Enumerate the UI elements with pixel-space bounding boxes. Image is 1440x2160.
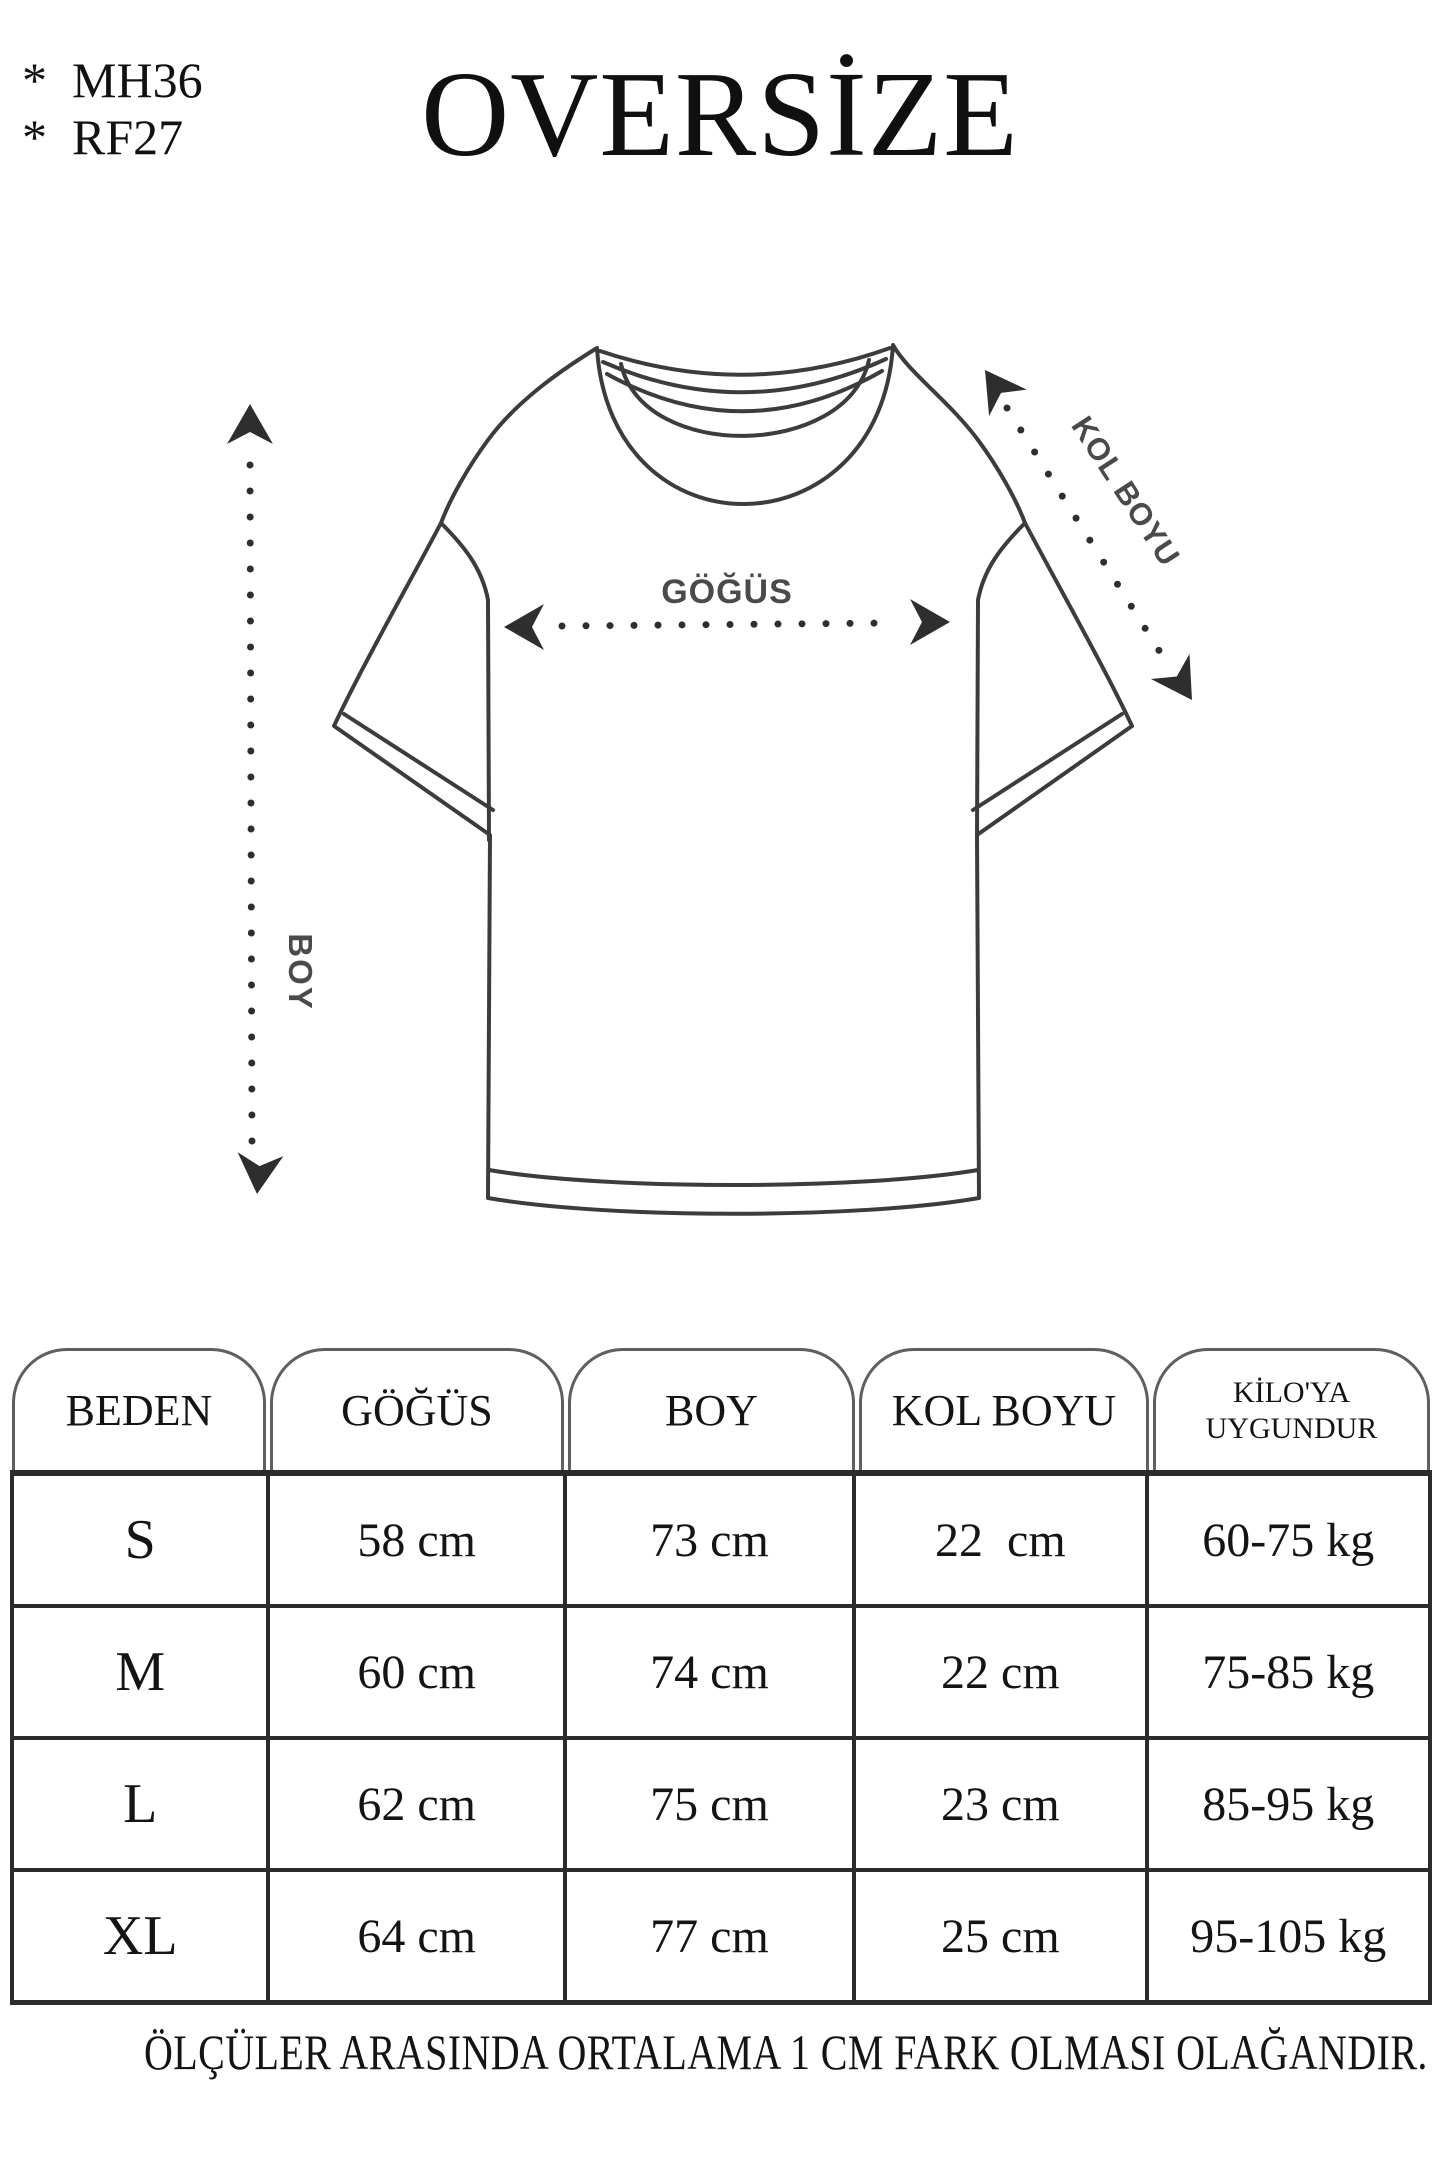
- cell-xl-sleeve: 25 cm: [856, 1872, 1149, 2000]
- tshirt-measurement-diagram: BOY GÖĞÜS KOL BOYU: [227, 343, 1212, 1216]
- column-header-gogus: GÖĞÜS: [269, 1348, 564, 1470]
- cell-size-m: M: [14, 1608, 271, 1740]
- column-header-boy-label: BOY: [665, 1386, 758, 1435]
- tshirt-outline-drawing: [332, 343, 1134, 1216]
- cell-s-weight: 60-75 kg: [1148, 1476, 1428, 1608]
- cell-size-l: L: [14, 1740, 271, 1872]
- cell-xl-chest: 64 cm: [270, 1872, 567, 2000]
- column-header-boy: BOY: [567, 1348, 855, 1470]
- column-header-gogus-label: GÖĞÜS: [341, 1386, 493, 1435]
- sleeve-arrow: [966, 356, 1212, 713]
- chest-arrow: [504, 599, 950, 650]
- column-header-kol-boyu-label: KOL BOYU: [891, 1386, 1117, 1435]
- product-code-2: * RF27: [22, 109, 184, 165]
- cell-m-weight: 75-85 kg: [1148, 1608, 1428, 1740]
- column-header-beden: BEDEN: [12, 1348, 266, 1470]
- size-table-header: BEDEN GÖĞÜS BOY KOL BOYU KİLO'YA UYGUNDU…: [10, 1348, 1432, 1470]
- cell-xl-length: 77 cm: [567, 1872, 857, 2000]
- cell-m-sleeve: 22 cm: [856, 1608, 1149, 1740]
- cell-m-chest: 60 cm: [270, 1608, 567, 1740]
- cell-s-sleeve: 22 cm: [856, 1476, 1149, 1608]
- measurement-tolerance-note: ÖLÇÜLER ARASINDA ORTALAMA 1 CM FARK OLMA…: [144, 2024, 1428, 2080]
- column-header-kiloya-uygundur-label: KİLO'YA UYGUNDUR: [1205, 1375, 1378, 1445]
- product-code-1: * MH36: [22, 52, 203, 108]
- cell-size-s: S: [14, 1476, 271, 1608]
- cell-s-chest: 58 cm: [270, 1476, 567, 1608]
- product-codes: * MH36 * RF27: [22, 52, 203, 166]
- length-arrow: [227, 404, 284, 1197]
- chest-label: GÖĞÜS: [661, 573, 793, 611]
- cell-l-sleeve: 23 cm: [856, 1740, 1149, 1872]
- cell-size-xl: XL: [14, 1872, 271, 2000]
- cell-m-length: 74 cm: [566, 1608, 857, 1740]
- column-header-kiloya-uygundur: KİLO'YA UYGUNDUR: [1152, 1348, 1430, 1470]
- cell-s-length: 73 cm: [566, 1476, 857, 1608]
- size-table: BEDEN GÖĞÜS BOY KOL BOYU KİLO'YA UYGUNDU…: [10, 1348, 1432, 2005]
- length-label: BOY: [282, 933, 319, 1011]
- sleeve-label: KOL BOYU: [1065, 410, 1188, 573]
- cell-l-weight: 85-95 kg: [1148, 1740, 1428, 1872]
- size-table-body: S 58 cm 73 cm 22 cm 60-75 kg M 60 cm 74 …: [10, 1470, 1432, 2005]
- cell-l-length: 75 cm: [566, 1740, 857, 1872]
- page-title: OVERSİZE: [421, 47, 1019, 182]
- cell-xl-weight: 95-105 kg: [1190, 1909, 1387, 1963]
- cell-l-chest: 62 cm: [270, 1740, 567, 1872]
- column-header-kol-boyu: KOL BOYU: [858, 1348, 1149, 1470]
- column-header-beden-label: BEDEN: [65, 1386, 213, 1435]
